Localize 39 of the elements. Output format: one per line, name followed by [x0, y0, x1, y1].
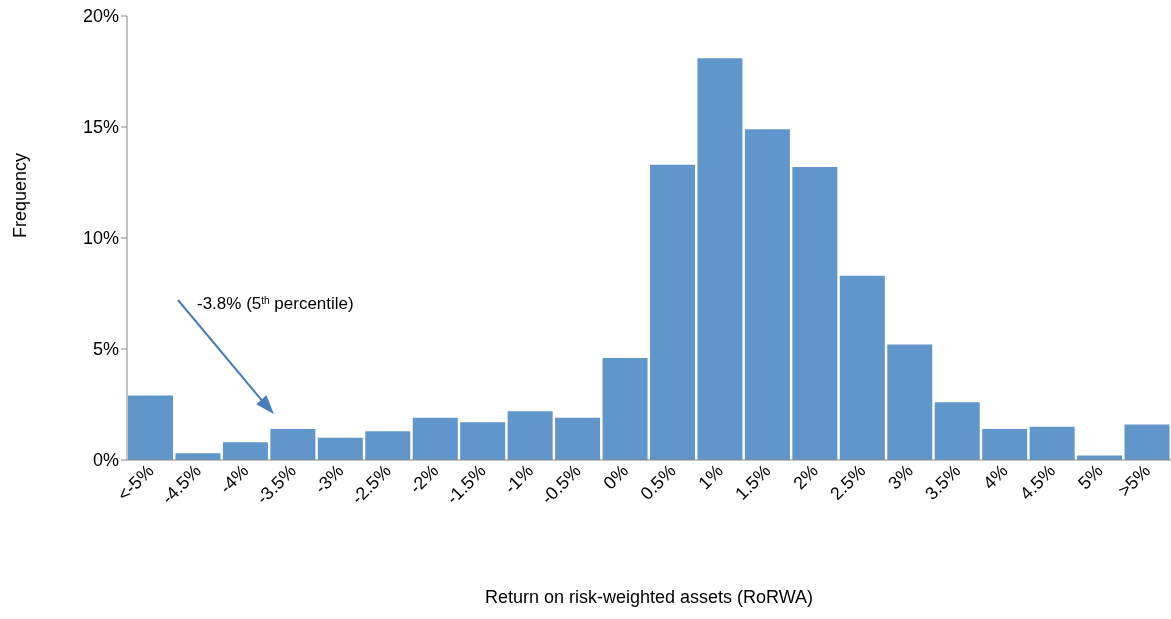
- y-tick-label: 15%: [82, 117, 119, 138]
- x-tick-label: -2%: [405, 460, 443, 498]
- bar: [1124, 424, 1170, 460]
- bar: [602, 357, 648, 460]
- x-tick-label: -3%: [310, 460, 348, 498]
- x-axis-title: Return on risk-weighted assets (RoRWA): [484, 587, 814, 607]
- y-tick-label: 5%: [92, 339, 119, 360]
- bar: [412, 417, 458, 460]
- bar: [222, 442, 268, 460]
- x-tick-label: 5%: [1074, 460, 1107, 494]
- bar: [1029, 426, 1075, 460]
- bar: [270, 428, 316, 460]
- bar: [887, 344, 933, 460]
- bar: [934, 402, 980, 460]
- bar: [555, 417, 601, 460]
- y-tick-label: 10%: [82, 228, 119, 249]
- bar: [697, 58, 743, 460]
- bar: [460, 422, 506, 460]
- y-axis-title: Frequency: [10, 152, 31, 238]
- bar: [365, 431, 411, 460]
- y-tick-label: 20%: [82, 6, 119, 27]
- bar: [744, 129, 790, 460]
- x-tick-label: >5%: [1114, 460, 1155, 501]
- bar: [792, 166, 838, 460]
- annotation: -3.8% (5$^{th}$ percentile): [197, 294, 354, 313]
- bar: [839, 275, 885, 460]
- bar: [175, 453, 221, 460]
- x-tick-label: 0%: [599, 460, 633, 494]
- bar: [128, 395, 173, 460]
- bar: [650, 164, 695, 460]
- x-tick-label: 1%: [694, 460, 728, 494]
- x-tick-label: 3%: [884, 460, 917, 494]
- x-tick-label: 4%: [979, 460, 1012, 494]
- x-tick-label: 2%: [789, 460, 822, 494]
- x-tick-label: -4%: [215, 460, 253, 498]
- bar: [507, 411, 553, 460]
- bar: [317, 437, 363, 460]
- x-tick-label: -1%: [500, 460, 538, 498]
- bar: [982, 428, 1028, 460]
